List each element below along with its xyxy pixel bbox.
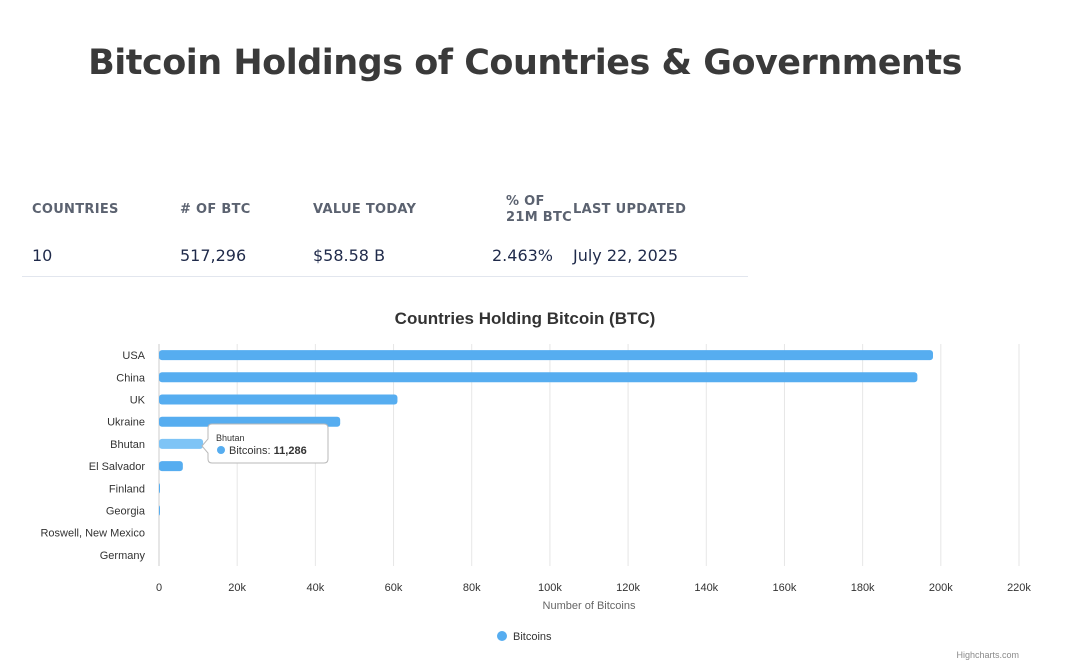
pct-header-line2: 21M BTC xyxy=(506,210,572,225)
tooltip-box xyxy=(201,423,329,464)
category-labels: USA China UK Ukraine Bhutan El Salvador Finlan… xyxy=(40,350,145,562)
tooltip-colon: : xyxy=(268,445,274,457)
bar[interactable] xyxy=(159,372,918,383)
category-label: Bhutan xyxy=(110,439,145,451)
highcharts-credit[interactable]: Highcharts.com xyxy=(956,650,1019,660)
legend[interactable]: Bitcoins xyxy=(497,631,552,643)
updated-value: July 22, 2025 xyxy=(573,246,679,265)
bar[interactable] xyxy=(159,350,933,361)
category-label: Germany xyxy=(100,550,146,562)
page-title: Bitcoin Holdings of Countries & Governme… xyxy=(88,43,962,83)
chart-svg: Countries Holding Bitcoin (BTC) USA China… xyxy=(40,309,1031,643)
tooltip-series-name: Bitcoins xyxy=(229,445,268,457)
bar[interactable] xyxy=(159,461,183,472)
category-label: Georgia xyxy=(106,506,146,518)
bar-chart: Countries Holding Bitcoin (BTC) USA China… xyxy=(0,300,1080,672)
countries-header: COUNTRIES xyxy=(32,202,119,217)
bar[interactable] xyxy=(159,438,204,449)
chart-title: Countries Holding Bitcoin (BTC) xyxy=(395,309,656,328)
stats-table: COUNTRIES # OF BTC VALUE TODAY % OF 21M … xyxy=(22,186,748,277)
pct-header-line1: % OF xyxy=(506,194,545,209)
category-label: Roswell, New Mexico xyxy=(40,528,145,540)
x-tick-label: 80k xyxy=(463,582,481,594)
tooltip: Bhutan Bitcoins: 11,286 xyxy=(201,423,329,464)
x-axis-title: Number of Bitcoins xyxy=(543,600,636,612)
category-label: UK xyxy=(130,395,146,407)
category-label: Ukraine xyxy=(107,417,145,429)
bar[interactable] xyxy=(159,505,160,516)
x-tick-label: 140k xyxy=(694,582,718,594)
x-tick-label: 0 xyxy=(156,582,162,594)
x-tick-label: 40k xyxy=(306,582,324,594)
bar[interactable] xyxy=(159,483,160,494)
x-axis-ticks: 0 20k 40k 60k 80k 100k 120k 140k 160k 180k 200k 220… xyxy=(156,582,1031,594)
updated-header: LAST UPDATED xyxy=(573,202,687,217)
bars[interactable] xyxy=(159,350,933,516)
btc-value: 517,296 xyxy=(180,246,247,265)
legend-marker[interactable] xyxy=(497,631,507,641)
x-tick-label: 20k xyxy=(228,582,246,594)
x-tick-label: 180k xyxy=(851,582,875,594)
category-label: China xyxy=(116,372,146,384)
x-tick-label: 220k xyxy=(1007,582,1031,594)
bar[interactable] xyxy=(159,394,398,405)
value-today-value: $58.58 B xyxy=(313,246,386,265)
tooltip-value: 11,286 xyxy=(274,445,307,457)
legend-label-bitcoins[interactable]: Bitcoins xyxy=(513,631,552,643)
tooltip-series-line: Bitcoins: 11,286 xyxy=(229,445,307,457)
category-label: USA xyxy=(122,350,145,362)
pct-value: 2.463% xyxy=(492,246,554,265)
countries-value: 10 xyxy=(32,246,53,265)
btc-header: # OF BTC xyxy=(180,202,251,217)
category-label: El Salvador xyxy=(89,461,146,473)
x-tick-label: 200k xyxy=(929,582,953,594)
x-tick-label: 60k xyxy=(385,582,403,594)
tooltip-category: Bhutan xyxy=(216,433,245,443)
x-tick-label: 120k xyxy=(616,582,640,594)
x-tick-label: 160k xyxy=(773,582,797,594)
category-label: Finland xyxy=(109,483,145,495)
tooltip-series-dot xyxy=(217,446,225,454)
value-today-header: VALUE TODAY xyxy=(313,202,417,217)
x-tick-label: 100k xyxy=(538,582,562,594)
